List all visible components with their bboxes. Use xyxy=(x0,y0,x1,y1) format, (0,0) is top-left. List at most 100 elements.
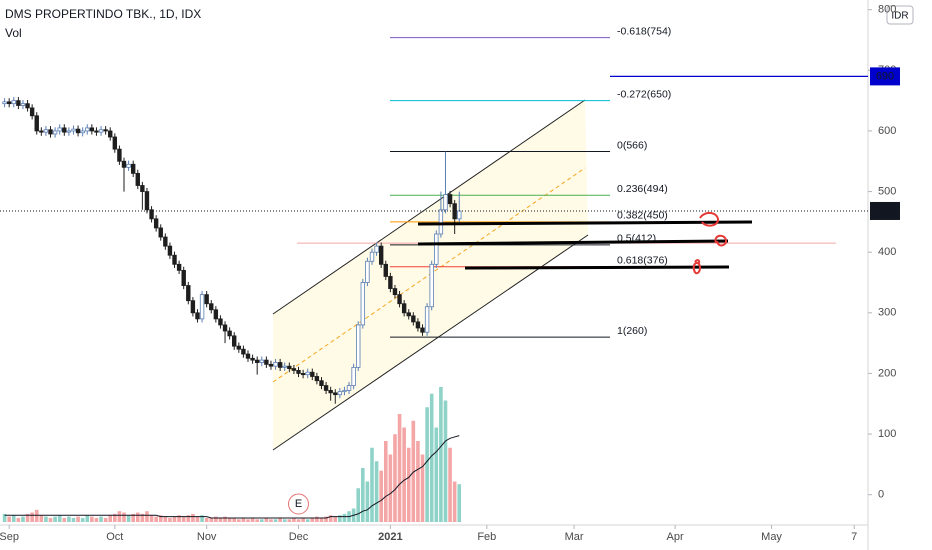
volume-bar xyxy=(94,517,99,522)
candle-body xyxy=(383,263,388,277)
candle-body xyxy=(48,129,53,135)
volume-bar xyxy=(338,515,342,522)
candle-body xyxy=(176,263,182,271)
y-tick-label: 300 xyxy=(878,307,896,319)
volume-bar xyxy=(214,516,218,522)
volume-bar xyxy=(296,519,301,522)
volume-bar xyxy=(443,400,448,522)
candle-body xyxy=(282,365,287,368)
y-tick-label: 200 xyxy=(878,367,896,379)
candle-body xyxy=(287,365,292,369)
candle-body xyxy=(222,324,228,332)
x-tick-label: Nov xyxy=(197,531,217,543)
candle-body xyxy=(121,160,127,168)
earnings-marker: E xyxy=(295,498,302,510)
volume-bar xyxy=(232,517,237,522)
volume-bar xyxy=(99,516,103,522)
candle-body xyxy=(75,128,81,134)
volume-bar xyxy=(255,519,259,522)
volume-bar xyxy=(416,441,420,522)
channel-upper xyxy=(272,99,586,315)
candle-body xyxy=(406,312,411,317)
candle-body xyxy=(130,163,136,174)
volume-bar xyxy=(301,517,305,522)
x-tick-label: Oct xyxy=(106,531,123,543)
candle-body xyxy=(438,209,444,235)
volume-bar xyxy=(342,513,347,522)
fib-label: 0(566) xyxy=(617,139,647,151)
y-tick-label: 100 xyxy=(878,428,896,440)
volume-bar xyxy=(25,513,30,522)
hand-line xyxy=(417,239,729,246)
candle-body xyxy=(126,163,131,168)
candle-body xyxy=(195,312,200,320)
volume-bar xyxy=(2,513,7,522)
volume-bar xyxy=(76,516,80,522)
volume-bar xyxy=(131,513,135,522)
y-tick-label: 500 xyxy=(878,185,896,197)
volume-bar xyxy=(448,447,452,522)
candle-body xyxy=(268,363,274,367)
chart-title: DMS PROPERTINDO TBK., 1D, IDX xyxy=(5,7,201,21)
currency: IDR xyxy=(891,11,908,22)
candle-body xyxy=(264,359,269,365)
volume-bar xyxy=(379,470,383,522)
volume-bar xyxy=(154,516,158,522)
candle-body xyxy=(218,318,223,326)
hand-line xyxy=(417,220,753,226)
volume-bar xyxy=(324,516,328,522)
candle-body xyxy=(259,359,264,363)
candle-body xyxy=(443,194,448,211)
volume-bar xyxy=(439,387,443,522)
x-tick-label: Sep xyxy=(0,531,19,543)
candle-body xyxy=(20,103,26,106)
volume-bar xyxy=(44,516,48,522)
volume-bar xyxy=(158,515,163,522)
fib-label: 0.382(450) xyxy=(617,210,668,222)
volume-bar xyxy=(85,515,90,522)
candle-body xyxy=(98,129,104,133)
volume-bar xyxy=(103,517,108,522)
candle-body xyxy=(342,390,347,393)
candle-body xyxy=(245,353,251,359)
candle-body xyxy=(52,130,58,135)
candle-body xyxy=(66,130,72,133)
candle-body xyxy=(80,130,85,134)
volume-bar xyxy=(140,513,145,522)
volume-bar xyxy=(315,516,319,522)
candle-body xyxy=(2,101,7,105)
volume-bar xyxy=(227,517,232,522)
volume-bar xyxy=(365,481,370,522)
candle-body xyxy=(397,294,402,305)
candle-body xyxy=(163,236,168,247)
candle-body xyxy=(112,136,118,150)
candle-body xyxy=(429,263,434,308)
volume-bar xyxy=(429,393,434,522)
volume-bar xyxy=(246,519,250,522)
candle-body xyxy=(254,359,260,363)
volume-bar xyxy=(135,512,140,522)
candle-body xyxy=(117,148,122,162)
candle-body xyxy=(227,330,232,337)
hand-line xyxy=(464,265,730,270)
candle-body xyxy=(319,380,324,386)
volume-bar xyxy=(195,516,200,522)
x-tick-label: 2021 xyxy=(378,531,402,543)
volume-bar xyxy=(113,513,117,522)
candle-body xyxy=(172,254,177,265)
volume-bar xyxy=(186,515,191,522)
volume-bar xyxy=(356,488,361,522)
candle-body xyxy=(420,327,425,333)
volume-bar xyxy=(163,516,168,522)
volume-bar xyxy=(181,516,186,522)
volume-bar xyxy=(117,511,122,522)
fib-label: 0.236(494) xyxy=(617,183,668,195)
volume-bar xyxy=(16,517,21,522)
candle-body xyxy=(310,371,315,377)
candle-body xyxy=(167,245,173,256)
volume-bar xyxy=(310,517,315,522)
volume-bar xyxy=(204,517,209,522)
candle-body xyxy=(365,260,370,283)
y-tick-label: 800 xyxy=(878,4,896,16)
volume-bar xyxy=(333,516,338,522)
